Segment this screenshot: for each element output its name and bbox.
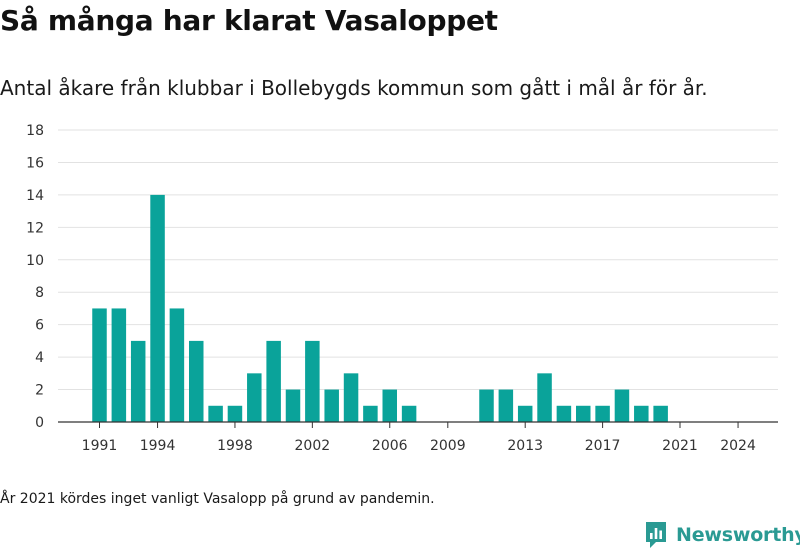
bar-2015[interactable] [556, 405, 572, 422]
chart-subtitle: Antal åkare från klubbar i Bollebygds ko… [0, 76, 708, 100]
chart-title: Så många har klarat Vasaloppet [0, 4, 498, 37]
x-tick-label: 1998 [217, 438, 253, 454]
bar-2011[interactable] [479, 389, 494, 422]
x-tick-label: 1994 [140, 438, 176, 454]
y-tick-label: 2 [35, 383, 44, 399]
bar-2005[interactable] [363, 405, 378, 422]
bar-1998[interactable] [227, 405, 243, 422]
x-axis-ticks: 1991 1994 1998 2002 2006 2009 2013 2017 2021 2024 [82, 422, 756, 454]
bar-2003[interactable] [324, 389, 339, 422]
y-tick-label: 18 [26, 123, 44, 139]
x-tick-label: 2021 [662, 438, 698, 454]
bar-2014[interactable] [537, 373, 552, 422]
x-tick-label: 2013 [507, 438, 543, 454]
bar-2020[interactable] [653, 405, 668, 422]
bar-2002[interactable] [305, 340, 320, 422]
y-tick-label: 6 [35, 318, 44, 334]
y-tick-label: 4 [35, 350, 44, 366]
y-tick-label: 16 [26, 155, 44, 171]
bar-1996[interactable] [189, 340, 204, 422]
bar-2018[interactable] [614, 389, 630, 422]
footnote: År 2021 kördes inget vanligt Vasalopp på… [0, 491, 435, 507]
x-tick-label: 2009 [430, 438, 466, 454]
bar-chart: 0 2 4 6 8 10 12 14 16 18 1991 1994 1998 2002 2006 2009… [26, 123, 778, 454]
bar-2006[interactable] [382, 389, 398, 422]
bar-2000[interactable] [266, 340, 281, 422]
bars [58, 194, 778, 423]
y-tick-label: 14 [26, 188, 44, 204]
bar-2012[interactable] [498, 389, 514, 422]
x-tick-label: 2002 [295, 438, 331, 454]
grid-lines [58, 129, 778, 391]
newsworthy-logo-icon [646, 522, 666, 548]
bar-2019[interactable] [634, 405, 649, 422]
bar-2004[interactable] [343, 373, 359, 422]
bar-2001[interactable] [285, 389, 301, 422]
bar-1995[interactable] [169, 308, 185, 422]
newsworthy-brand[interactable]: Newsworthy [644, 520, 800, 550]
bar-1993[interactable] [130, 340, 146, 422]
bar-2017[interactable] [595, 405, 610, 422]
bar-2013[interactable] [517, 405, 533, 422]
x-tick-label: 2006 [372, 438, 408, 454]
y-tick-label: 0 [35, 415, 44, 431]
bar-1991[interactable] [92, 308, 107, 422]
bar-1992[interactable] [111, 308, 127, 422]
bar-1994[interactable] [150, 194, 165, 422]
bar-2007[interactable] [401, 405, 417, 422]
bar-1999[interactable] [247, 373, 262, 422]
y-tick-label: 10 [26, 253, 44, 269]
bar-1997[interactable] [208, 405, 223, 422]
y-axis-ticks: 0 2 4 6 8 10 12 14 16 18 [26, 123, 44, 431]
y-tick-label: 8 [35, 285, 44, 301]
bar-2016[interactable] [576, 405, 591, 422]
x-tick-label: 2024 [720, 438, 756, 454]
y-tick-label: 12 [26, 220, 44, 236]
x-tick-label: 2017 [585, 438, 621, 454]
brand-name: Newsworthy [676, 524, 800, 546]
x-tick-label: 1991 [82, 438, 118, 454]
